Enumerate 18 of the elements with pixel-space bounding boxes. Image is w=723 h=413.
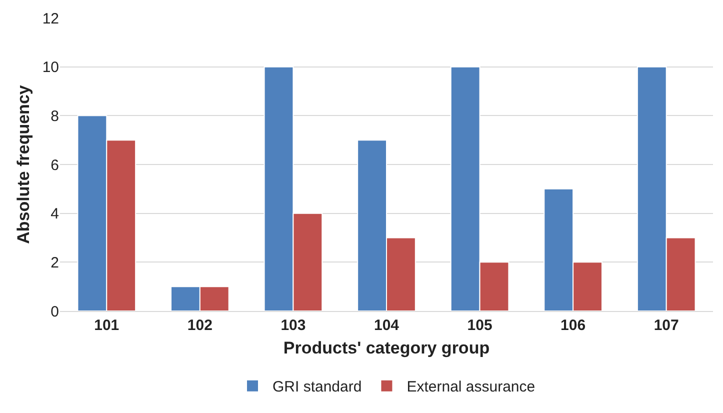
y-tick-label: 12 [42,10,59,28]
x-tick-label: 104 [374,317,400,334]
x-axis-title: Products' category group [283,338,490,358]
x-tick-label: 103 [280,317,306,334]
y-tick-label: 6 [50,156,59,174]
legend-label: GRI standard [272,378,362,396]
y-tick-label: 2 [50,254,59,272]
y-tick-label: 10 [42,59,59,76]
y-tick-label: 8 [50,108,59,125]
x-tick-label: 105 [467,317,492,334]
x-tick-label: 107 [654,317,679,334]
x-tick-label: 101 [94,317,120,334]
legend-label: External assurance [406,378,536,396]
x-tick-label: 106 [560,317,586,334]
y-axis-title: Absolute frequency [14,84,33,244]
x-tick-label: 102 [187,317,212,334]
y-tick-label: 0 [50,303,59,320]
y-tick-label: 4 [50,206,59,223]
